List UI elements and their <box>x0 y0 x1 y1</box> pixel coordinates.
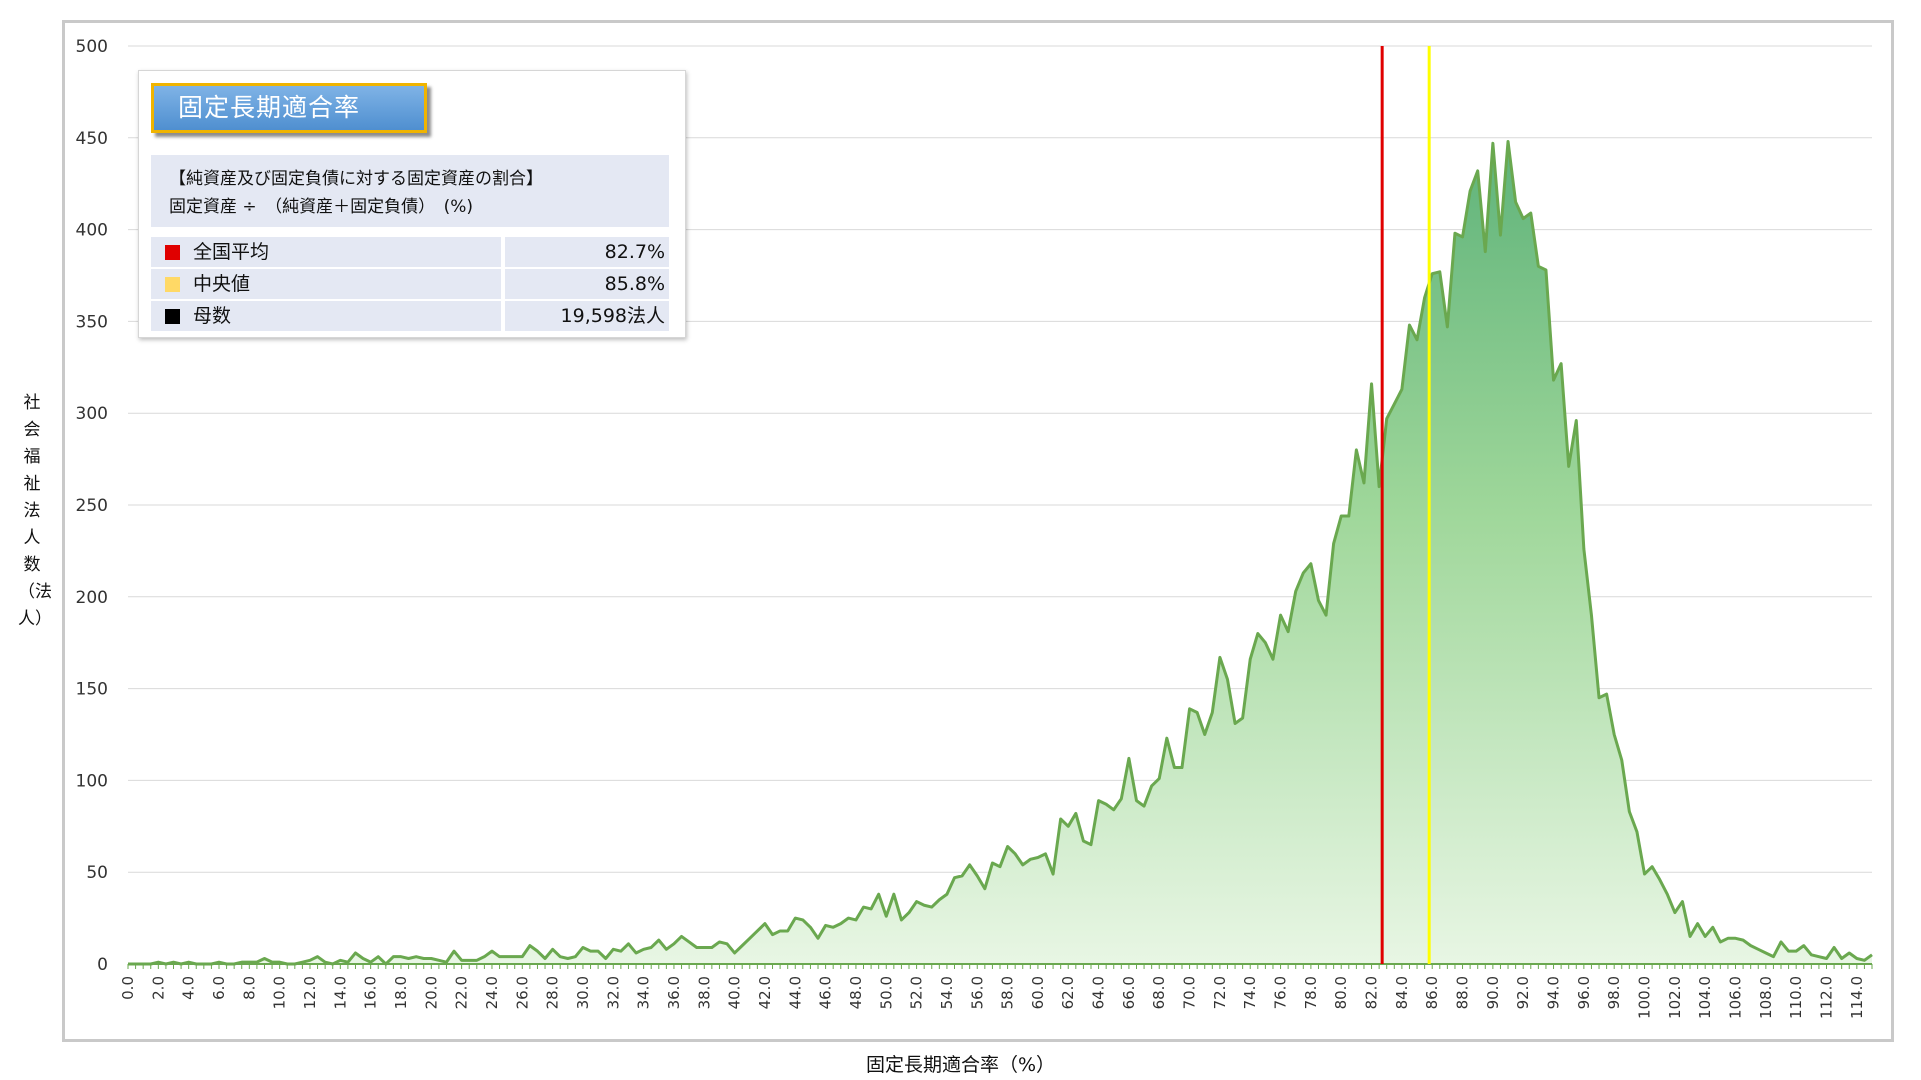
x-tick-label-10: 10.0 <box>271 976 289 1009</box>
average-swatch <box>165 245 180 260</box>
x-axis-title: 固定長期適合率（%） <box>865 1054 1056 1076</box>
x-tick-label-14: 14.0 <box>331 976 349 1009</box>
x-tick-label-102: 102.0 <box>1666 976 1684 1019</box>
stat-label-median-text: 中央値 <box>193 273 251 295</box>
median-swatch <box>165 277 180 292</box>
y-tick-label-50: 50 <box>86 863 108 883</box>
info-panel: 固定長期適合率 【純資産及び固定負債に対する固定資産の割合】 固定資産 ÷ （純… <box>138 70 686 338</box>
y-tick-label-150: 150 <box>76 680 108 700</box>
x-tick-label-100: 100.0 <box>1636 976 1654 1019</box>
x-tick-label-110: 110.0 <box>1787 976 1805 1019</box>
y-tick-label-450: 450 <box>76 129 108 149</box>
x-tick-label-8: 8.0 <box>240 976 258 1000</box>
x-tick-label-82: 82.0 <box>1363 976 1381 1009</box>
x-tick-label-96: 96.0 <box>1575 976 1593 1009</box>
x-tick-label-80: 80.0 <box>1332 976 1350 1009</box>
info-description: 【純資産及び固定負債に対する固定資産の割合】 固定資産 ÷ （純資産＋固定負債）… <box>151 155 669 227</box>
y-tick-label-300: 300 <box>76 404 108 424</box>
reference-lines <box>1380 46 1431 964</box>
x-tick-label-46: 46.0 <box>817 976 835 1009</box>
x-tick-label-26: 26.0 <box>513 976 531 1009</box>
x-tick-label-0: 0.0 <box>119 976 137 1000</box>
stat-label-median: 中央値 <box>151 269 501 299</box>
x-tick-label-22: 22.0 <box>453 976 471 1009</box>
y-axis-title: 社会福祉法人数（法人） <box>18 393 52 629</box>
y-tick-label-250: 250 <box>76 496 108 516</box>
y-tick-label-100: 100 <box>76 771 108 791</box>
x-tick-label-68: 68.0 <box>1150 976 1168 1009</box>
y-tick-label-400: 400 <box>76 221 108 241</box>
x-tick-label-54: 54.0 <box>938 976 956 1009</box>
x-tick-label-42: 42.0 <box>756 976 774 1009</box>
info-description-line2: 固定資産 ÷ （純資産＋固定負債） (%) <box>169 197 474 217</box>
x-tick-label-76: 76.0 <box>1272 976 1290 1009</box>
x-tick-label-12: 12.0 <box>301 976 319 1009</box>
x-tick-label-66: 66.0 <box>1120 976 1138 1009</box>
stat-row-median: 中央値 85.8% <box>151 269 669 299</box>
x-tick-label-86: 86.0 <box>1423 976 1441 1009</box>
y-tick-label-350: 350 <box>76 312 108 332</box>
x-tick-label-84: 84.0 <box>1393 976 1411 1009</box>
x-tick-label-32: 32.0 <box>604 976 622 1009</box>
x-tick-label-44: 44.0 <box>786 976 804 1009</box>
x-tick-label-52: 52.0 <box>908 976 926 1009</box>
x-tick-label-98: 98.0 <box>1605 976 1623 1009</box>
x-tick-label-72: 72.0 <box>1211 976 1229 1009</box>
x-tick-label-20: 20.0 <box>422 976 440 1009</box>
x-tick-label-60: 60.0 <box>1029 976 1047 1009</box>
stat-label-count: 母数 <box>151 301 501 331</box>
x-tick-label-6: 6.0 <box>210 976 228 1000</box>
distribution-line <box>128 139 1873 966</box>
x-tick-label-40: 40.0 <box>726 976 744 1009</box>
x-tick-label-58: 58.0 <box>999 976 1017 1009</box>
x-tick-label-18: 18.0 <box>392 976 410 1009</box>
x-tick-label-108: 108.0 <box>1757 976 1775 1019</box>
stat-row-count: 母数 19,598法人 <box>151 301 669 331</box>
x-tick-label-24: 24.0 <box>483 976 501 1009</box>
stat-value-count: 19,598法人 <box>505 301 669 331</box>
stat-value-average: 82.7% <box>505 237 669 267</box>
x-tick-label-104: 104.0 <box>1696 976 1714 1019</box>
x-tick-label-112: 112.0 <box>1818 976 1836 1019</box>
x-tick-label-4: 4.0 <box>180 976 198 1000</box>
x-tick-label-92: 92.0 <box>1514 976 1532 1009</box>
x-tick-label-114: 114.0 <box>1848 976 1866 1019</box>
y-tick-label-200: 200 <box>76 588 108 608</box>
x-tick-label-38: 38.0 <box>695 976 713 1009</box>
x-tick-label-48: 48.0 <box>847 976 865 1009</box>
x-tick-label-56: 56.0 <box>968 976 986 1009</box>
x-tick-label-64: 64.0 <box>1090 976 1108 1009</box>
x-tick-label-28: 28.0 <box>544 976 562 1009</box>
x-tick-label-90: 90.0 <box>1484 976 1502 1009</box>
x-tick-label-36: 36.0 <box>665 976 683 1009</box>
x-tick-label-106: 106.0 <box>1727 976 1745 1019</box>
x-tick-label-34: 34.0 <box>635 976 653 1009</box>
x-axis-ticks: 0.0 2.0 4.0 6.0 8.0 10.0 12.0 14.0 16.0 18.0 20.0 2… <box>119 964 1873 1019</box>
y-tick-label-500: 500 <box>76 37 108 57</box>
x-tick-label-16: 16.0 <box>362 976 380 1009</box>
x-tick-label-30: 30.0 <box>574 976 592 1009</box>
x-tick-label-74: 74.0 <box>1241 976 1259 1009</box>
area-fill <box>128 141 1872 965</box>
count-swatch <box>165 309 180 324</box>
x-tick-label-2: 2.0 <box>149 976 167 1000</box>
x-tick-label-62: 62.0 <box>1059 976 1077 1009</box>
x-tick-label-70: 70.0 <box>1181 976 1199 1009</box>
x-tick-label-78: 78.0 <box>1302 976 1320 1009</box>
stat-label-count-text: 母数 <box>193 305 232 327</box>
stat-row-average: 全国平均 82.7% <box>151 237 669 267</box>
distribution-area <box>128 139 1873 966</box>
x-tick-label-50: 50.0 <box>877 976 895 1009</box>
y-tick-label-0: 0 <box>97 955 108 975</box>
stat-label-average-text: 全国平均 <box>193 241 270 263</box>
info-title: 固定長期適合率 <box>151 83 427 133</box>
stat-value-median: 85.8% <box>505 269 669 299</box>
info-description-line1: 【純資産及び固定負債に対する固定資産の割合】 <box>169 169 543 189</box>
stat-label-average: 全国平均 <box>151 237 501 267</box>
y-axis-ticks: 0 50 100 150 200 250 300 350 400 450 500 <box>76 37 108 975</box>
x-tick-label-94: 94.0 <box>1545 976 1563 1009</box>
x-tick-label-88: 88.0 <box>1454 976 1472 1009</box>
